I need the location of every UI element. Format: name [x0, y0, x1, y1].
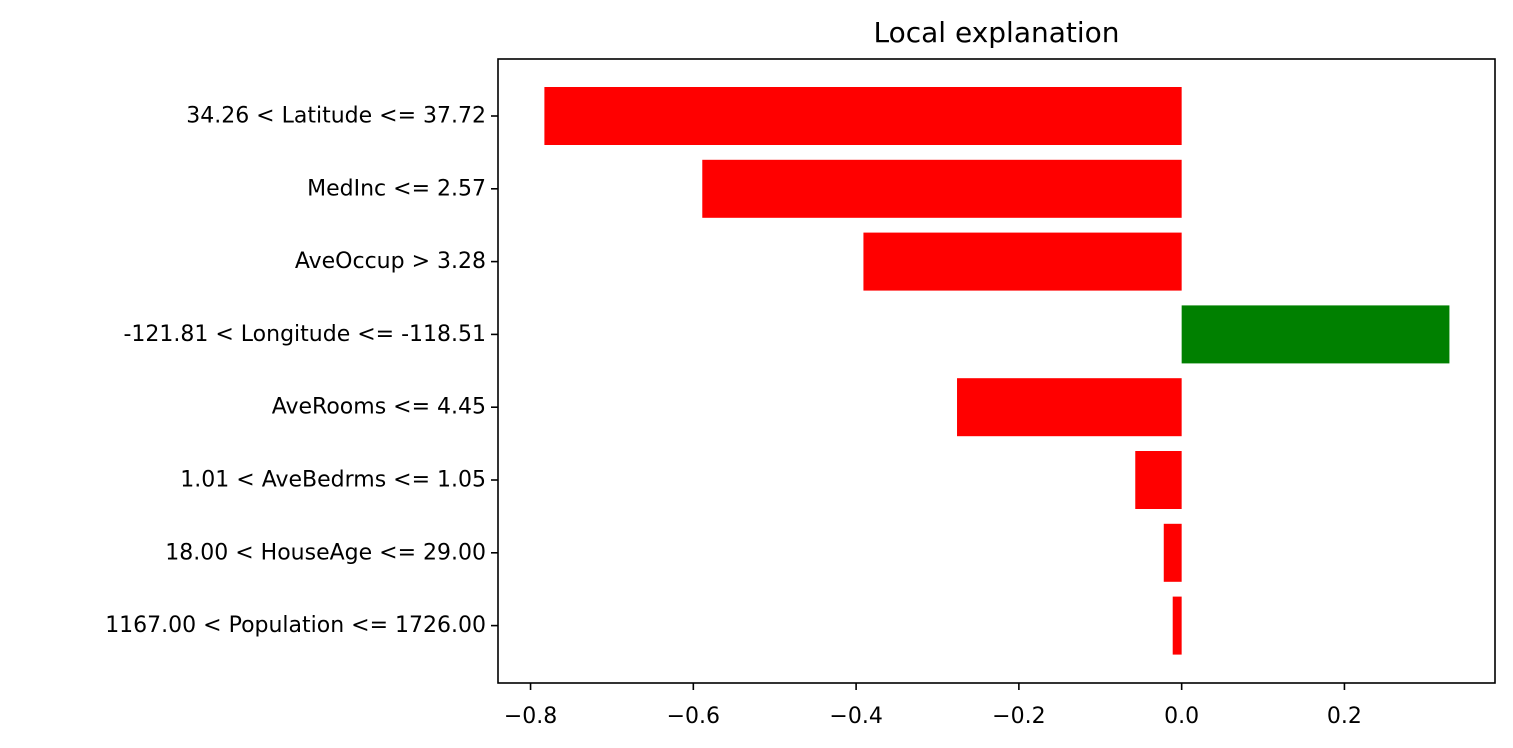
x-tick-label: 0.2	[1327, 704, 1362, 729]
bar	[702, 159, 1182, 218]
category-label: 1167.00 < Population <= 1726.00	[105, 613, 486, 638]
bar	[1172, 596, 1182, 655]
plot-frame	[497, 58, 1496, 684]
bars-group	[544, 87, 1450, 655]
x-tick-label: −0.4	[829, 704, 882, 729]
category-label: -121.81 < Longitude <= -118.51	[123, 322, 486, 347]
bar	[544, 87, 1182, 145]
x-tick-label: −0.2	[992, 704, 1045, 729]
bar	[1163, 523, 1182, 582]
bar	[863, 232, 1182, 291]
x-tick-label: −0.6	[667, 704, 720, 729]
bar	[1135, 451, 1182, 509]
category-label: AveOccup > 3.28	[295, 249, 486, 274]
category-label: 1.01 < AveBedrms <= 1.05	[180, 468, 486, 493]
category-label: 18.00 < HouseAge <= 29.00	[165, 540, 486, 565]
category-label: MedInc <= 2.57	[307, 176, 486, 201]
bar	[957, 378, 1182, 437]
x-tick-label: −0.8	[504, 704, 557, 729]
bar	[1181, 305, 1450, 364]
chart-title: Local explanation	[873, 16, 1119, 49]
category-label: AveRooms <= 4.45	[272, 395, 486, 420]
y-axis-labels: 34.26 < Latitude <= 37.72 MedInc <= 2.57 A…	[105, 104, 498, 638]
category-label: 34.26 < Latitude <= 37.72	[186, 104, 486, 129]
x-axis-ticks: −0.8 −0.6 −0.4 −0.2 0.0 0.2	[504, 683, 1362, 729]
x-tick-label: 0.0	[1164, 704, 1199, 729]
